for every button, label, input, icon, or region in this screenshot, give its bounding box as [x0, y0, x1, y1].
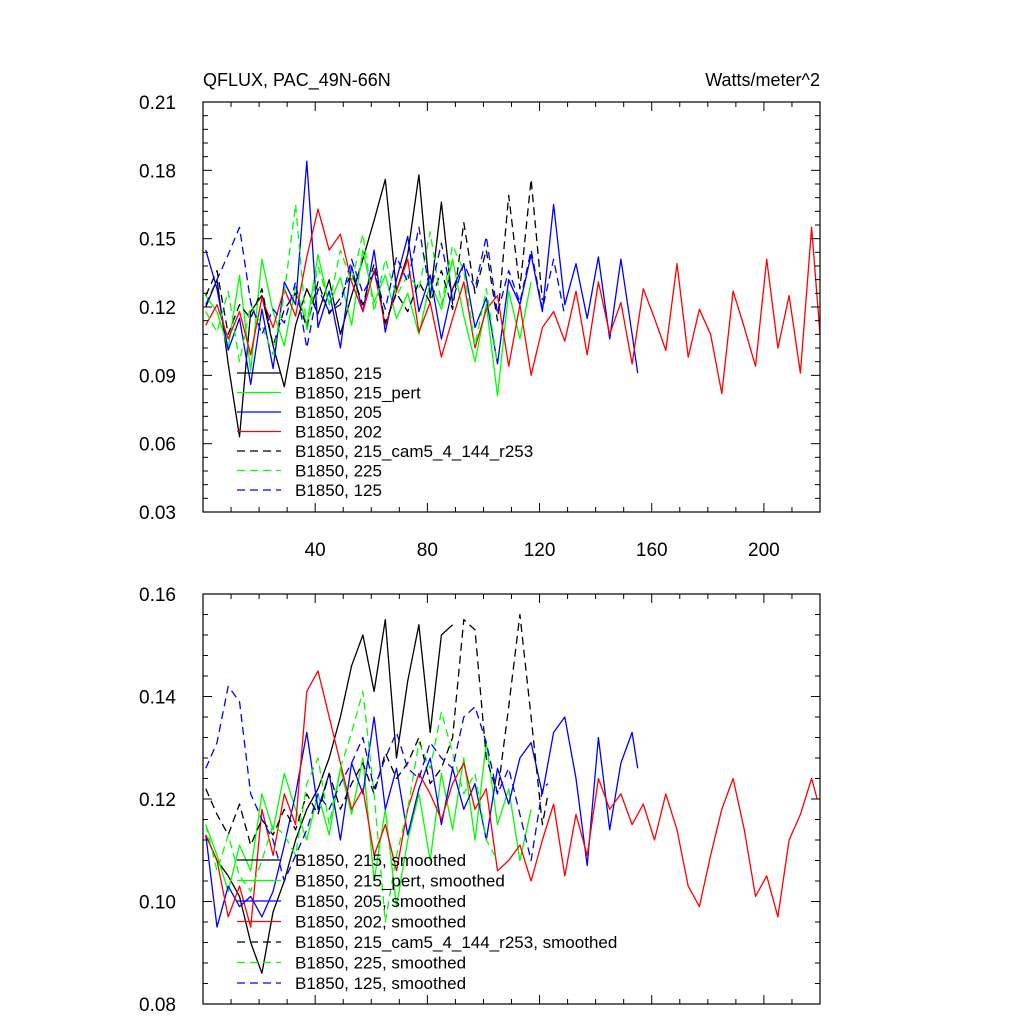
series-line-0	[205, 174, 454, 438]
y-tick-label: 0.03	[139, 503, 176, 524]
legend-label-4: B1850, 215_cam5_4_144_r253, smoothed	[295, 933, 617, 952]
y-tick-label: 0.06	[139, 435, 176, 456]
series-line-4	[205, 613, 549, 846]
top-title: QFLUX, PAC_49N-66N	[203, 70, 391, 91]
x-tick-label: 160	[636, 540, 668, 561]
legend-label-1: B1850, 215_pert, smoothed	[295, 872, 505, 891]
x-tick-label: 80	[417, 540, 438, 561]
legend-label-5: B1850, 225, smoothed	[295, 954, 466, 973]
series-line-3	[205, 208, 821, 395]
bottom-panel: B1850, 215, smoothed B1850, 215_pert, smo…	[139, 585, 821, 1016]
y-tick-label: 0.15	[139, 230, 176, 251]
legend: B1850, 215, smoothed B1850, 215_pert, smo…	[237, 851, 617, 993]
tick-marks	[202, 101, 821, 513]
series-line-4	[205, 178, 544, 347]
y-tick-label: 0.12	[139, 790, 176, 811]
legend-label-5: B1850, 225	[295, 462, 382, 481]
x-tick-label: 40	[305, 540, 326, 561]
series-line-5	[205, 203, 499, 364]
series-lines	[205, 160, 821, 438]
y-tick-label: 0.16	[139, 585, 176, 606]
y-tick-label: 0.10	[139, 893, 176, 914]
y-tick-label: 0.08	[139, 995, 176, 1016]
series-line-3	[205, 670, 818, 928]
y-tick-label: 0.21	[139, 93, 176, 114]
y-tick-label: 0.18	[139, 161, 176, 182]
legend-label-3: B1850, 202, smoothed	[295, 913, 466, 932]
legend-label-4: B1850, 215_cam5_4_144_r253	[295, 442, 533, 461]
legend-label-6: B1850, 125	[295, 481, 382, 500]
y-tick-label: 0.12	[139, 298, 176, 319]
x-tick-labels: 40 80 120 160 200	[305, 540, 780, 561]
y-tick-label: 0.14	[139, 688, 176, 709]
top-panel: QFLUX, PAC_49N-66N Watts/meter^2 B1850, …	[139, 70, 821, 561]
legend-label-0: B1850, 215	[295, 364, 382, 383]
x-tick-label: 200	[748, 540, 780, 561]
legend-label-6: B1850, 125, smoothed	[295, 974, 466, 993]
legend-label-2: B1850, 205, smoothed	[295, 892, 466, 911]
series-line-0	[205, 618, 454, 974]
legend-label-0: B1850, 215, smoothed	[295, 851, 466, 870]
legend-label-2: B1850, 205	[295, 403, 382, 422]
x-tick-label: 120	[524, 540, 556, 561]
y-tick-labels: 0.08 0.10 0.12 0.14 0.16	[139, 585, 176, 1016]
series-line-2	[205, 716, 639, 928]
top-units: Watts/meter^2	[705, 70, 820, 90]
y-tick-labels: 0.03 0.06 0.09 0.12 0.15 0.18 0.21	[139, 93, 176, 524]
tick-marks	[202, 593, 821, 1005]
legend-label-3: B1850, 202	[295, 423, 382, 442]
series-line-6	[205, 226, 566, 349]
y-tick-label: 0.09	[139, 366, 176, 387]
series-line-6	[205, 685, 549, 882]
series-line-1	[205, 249, 532, 397]
legend-label-1: B1850, 215_pert	[295, 384, 421, 403]
